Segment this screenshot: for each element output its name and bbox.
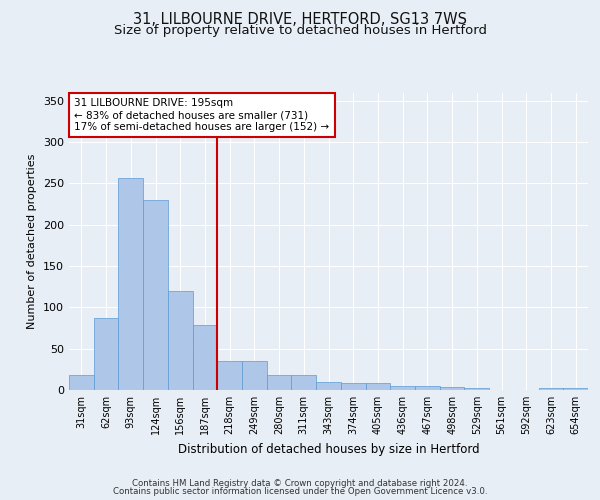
Bar: [193, 324, 217, 390]
Bar: [415, 386, 440, 390]
Text: 31 LILBOURNE DRIVE: 195sqm
← 83% of detached houses are smaller (731)
17% of sem: 31 LILBOURNE DRIVE: 195sqm ← 83% of deta…: [74, 98, 329, 132]
Bar: [563, 388, 588, 390]
Bar: [292, 375, 316, 390]
Bar: [168, 291, 193, 390]
Bar: [94, 318, 118, 390]
Text: Contains public sector information licensed under the Open Government Licence v3: Contains public sector information licen…: [113, 487, 487, 496]
Bar: [341, 384, 365, 390]
Bar: [242, 361, 267, 390]
Text: 31, LILBOURNE DRIVE, HERTFORD, SG13 7WS: 31, LILBOURNE DRIVE, HERTFORD, SG13 7WS: [133, 12, 467, 28]
Text: Contains HM Land Registry data © Crown copyright and database right 2024.: Contains HM Land Registry data © Crown c…: [132, 478, 468, 488]
Bar: [69, 375, 94, 390]
Bar: [440, 386, 464, 390]
Bar: [267, 375, 292, 390]
X-axis label: Distribution of detached houses by size in Hertford: Distribution of detached houses by size …: [178, 442, 479, 456]
Bar: [365, 384, 390, 390]
Bar: [217, 361, 242, 390]
Bar: [539, 388, 563, 390]
Bar: [464, 388, 489, 390]
Bar: [390, 386, 415, 390]
Text: Size of property relative to detached houses in Hertford: Size of property relative to detached ho…: [113, 24, 487, 37]
Bar: [316, 382, 341, 390]
Bar: [143, 200, 168, 390]
Bar: [118, 178, 143, 390]
Y-axis label: Number of detached properties: Number of detached properties: [28, 154, 37, 329]
